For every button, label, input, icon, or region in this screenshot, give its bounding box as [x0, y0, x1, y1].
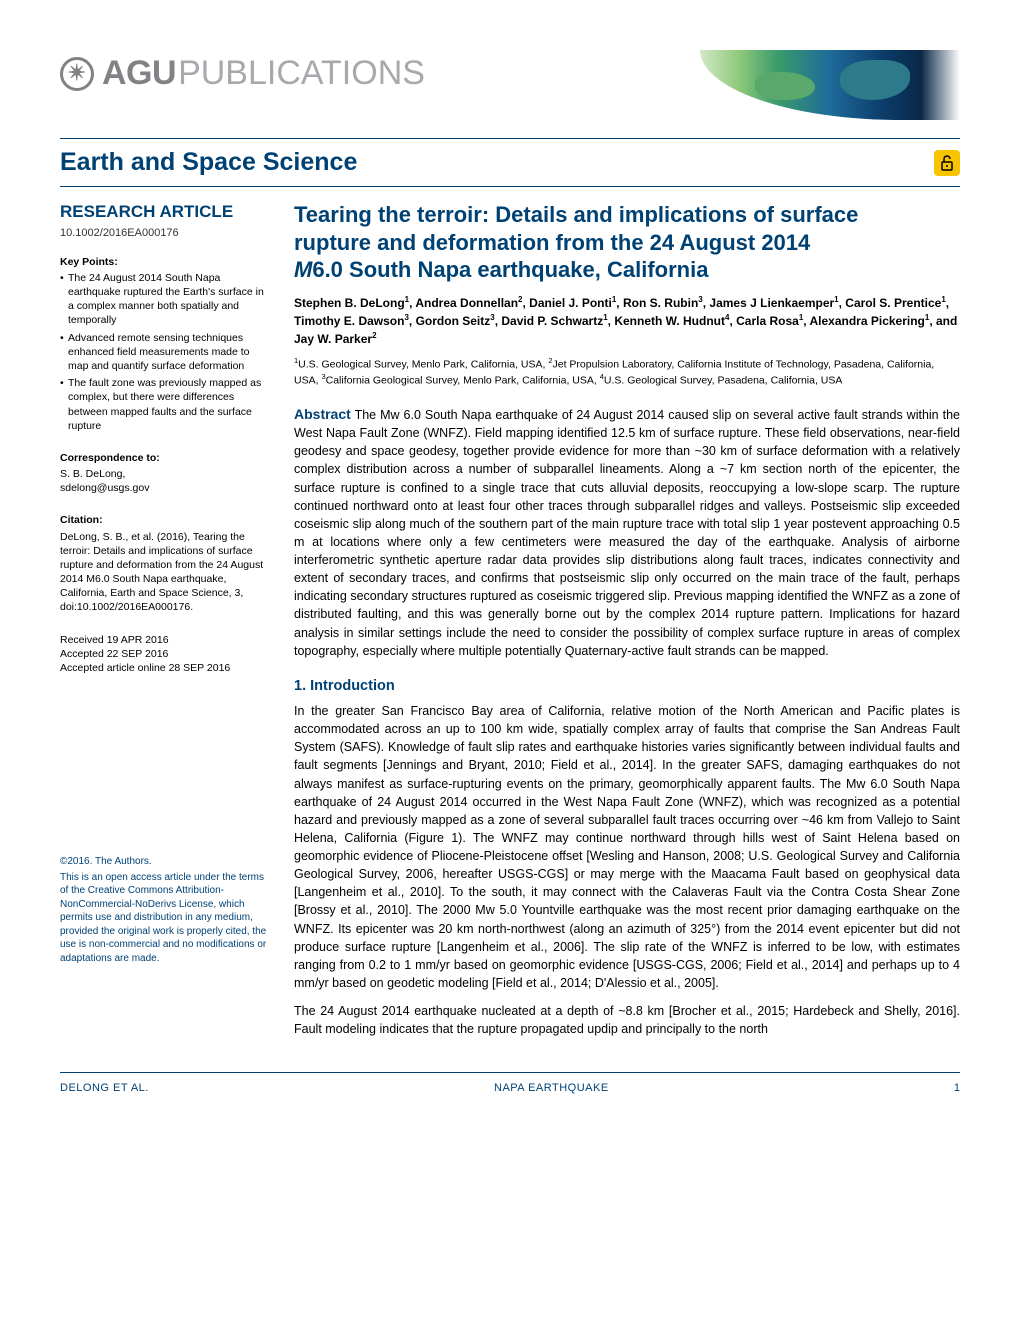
abstract-label: Abstract — [294, 406, 351, 422]
journal-title: Earth and Space Science — [60, 145, 357, 180]
citation-block: Citation: DeLong, S. B., et al. (2016), … — [60, 513, 270, 614]
key-point: The 24 August 2014 South Napa earthquake… — [60, 271, 270, 328]
publisher-header: ✴ AGUPUBLICATIONS — [60, 50, 960, 120]
correspondence-block: Correspondence to: S. B. DeLong, sdelong… — [60, 451, 270, 496]
received-date: Received 19 APR 2016 — [60, 633, 270, 647]
title-line: Tearing the terroir: Details and implica… — [294, 202, 858, 227]
accepted-date: Accepted 22 SEP 2016 — [60, 647, 270, 661]
abstract: Abstract The Mw 6.0 South Napa earthquak… — [294, 404, 960, 660]
intro-paragraph: In the greater San Francisco Bay area of… — [294, 702, 960, 992]
license-text: This is an open access article under the… — [60, 871, 270, 966]
correspondence-name: S. B. DeLong, — [60, 467, 270, 481]
affiliations: 1U.S. Geological Survey, Menlo Park, Cal… — [294, 356, 960, 388]
copyright: ©2016. The Authors. — [60, 855, 270, 869]
footer-authors: DELONG ET AL. — [60, 1081, 149, 1096]
sidebar: RESEARCH ARTICLE 10.1002/2016EA000176 Ke… — [60, 201, 270, 1048]
article-type: RESEARCH ARTICLE — [60, 201, 270, 224]
page-number: 1 — [954, 1081, 960, 1096]
license-block: ©2016. The Authors. This is an open acce… — [60, 855, 270, 965]
key-points-head: Key Points: — [60, 255, 270, 269]
citation-head: Citation: — [60, 513, 270, 527]
author-list: Stephen B. DeLong1, Andrea Donnellan2, D… — [294, 294, 960, 348]
agu-mark-icon: ✴ — [60, 57, 94, 91]
correspondence-email: sdelong@usgs.gov — [60, 481, 270, 495]
dates-block: Received 19 APR 2016 Accepted 22 SEP 201… — [60, 633, 270, 676]
section-heading: 1. Introduction — [294, 676, 960, 696]
logo-word: PUBLICATIONS — [178, 54, 425, 92]
key-point: Advanced remote sensing techniques enhan… — [60, 331, 270, 374]
citation-text: DeLong, S. B., et al. (2016), Tearing th… — [60, 530, 270, 615]
footer-short-title: NAPA EARTHQUAKE — [494, 1081, 609, 1096]
online-date: Accepted article online 28 SEP 2016 — [60, 661, 270, 675]
page-footer: DELONG ET AL. NAPA EARTHQUAKE 1 — [60, 1072, 960, 1096]
title-line: 6.0 South Napa earthquake, California — [312, 257, 708, 282]
correspondence-head: Correspondence to: — [60, 451, 270, 465]
open-access-badge — [934, 150, 960, 176]
logo-brand: AGU — [102, 54, 176, 92]
doi: 10.1002/2016EA000176 — [60, 226, 270, 241]
key-point: The fault zone was previously mapped as … — [60, 376, 270, 433]
globe-banner-image — [700, 50, 960, 120]
key-points-list: The 24 August 2014 South Napa earthquake… — [60, 271, 270, 433]
article-title: Tearing the terroir: Details and implica… — [294, 201, 960, 284]
journal-bar: Earth and Space Science — [60, 138, 960, 187]
title-line: rupture and deformation from the 24 Augu… — [294, 230, 810, 255]
abstract-text: The Mw 6.0 South Napa earthquake of 24 A… — [294, 408, 960, 658]
unlock-icon — [940, 155, 954, 171]
agu-logo: ✴ AGUPUBLICATIONS — [60, 50, 425, 98]
intro-paragraph: The 24 August 2014 earthquake nucleated … — [294, 1002, 960, 1038]
article-content: Tearing the terroir: Details and implica… — [294, 201, 960, 1048]
